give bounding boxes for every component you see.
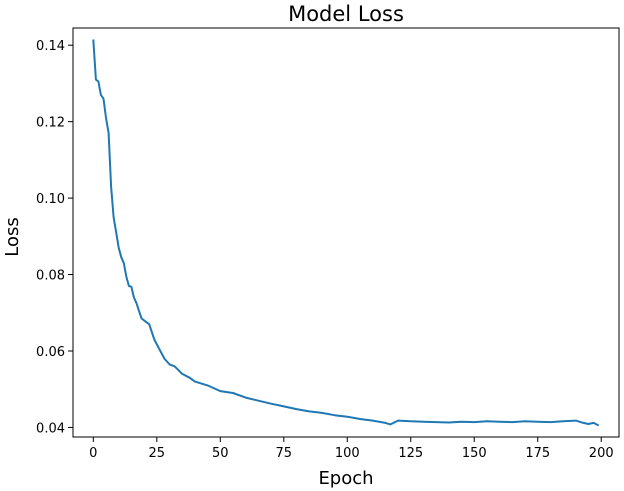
y-axis-label: Loss [2,217,23,256]
x-tick-label: 25 [149,446,166,461]
y-tick-label: 0.10 [36,192,65,207]
y-tick-label: 0.08 [36,269,65,284]
chart-title: Model Loss [288,2,404,26]
plot-frame [72,27,620,438]
x-tick-label: 75 [276,446,293,461]
x-tick-label: 125 [398,446,423,461]
x-tick-label: 50 [212,446,229,461]
y-tick-label: 0.14 [36,39,65,54]
y-tick-label: 0.04 [36,421,65,436]
x-tick-label: 100 [335,446,360,461]
x-tick-label: 200 [589,446,614,461]
y-tick-label: 0.12 [36,116,65,131]
x-tick-label: 150 [462,446,487,461]
series-group [92,39,600,427]
x-tick-label: 0 [89,446,97,461]
x-axis-label: Epoch [318,468,373,489]
axis-ticks: 0 25 50 75 100 125 150 175 200 0.04 0.06 0.08 0.10 0.… [36,39,614,461]
y-tick-label: 0.06 [36,345,65,360]
x-tick-label: 175 [525,446,550,461]
loss-series-line [92,39,600,427]
